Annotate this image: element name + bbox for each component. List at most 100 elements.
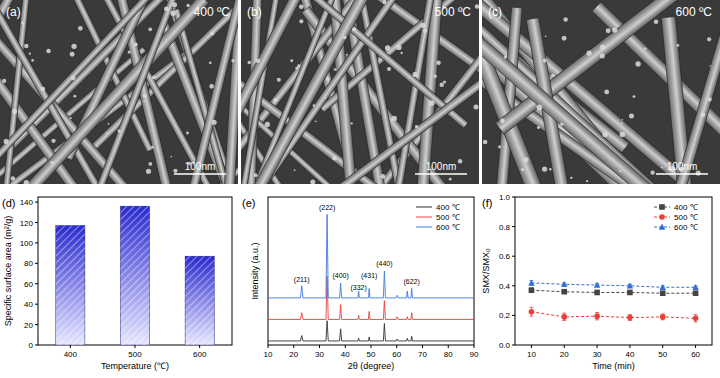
y-axis-label: Specific surface area (m²/g) <box>3 216 13 327</box>
particle <box>143 100 145 102</box>
particle <box>170 156 172 158</box>
y-tick-label: 0.6 <box>499 252 511 261</box>
annotation: (431) <box>361 272 377 280</box>
particle <box>294 169 296 171</box>
scale-bar-label: 100nm <box>185 161 216 172</box>
marker <box>693 290 699 296</box>
particle <box>600 45 605 50</box>
particle <box>629 113 634 118</box>
particle <box>458 159 462 163</box>
caption: 600 ºC <box>676 5 713 19</box>
particle <box>51 139 55 143</box>
x-tick <box>371 345 372 348</box>
y-tick <box>512 315 515 316</box>
x-tick <box>70 345 71 348</box>
marker <box>627 315 633 321</box>
particle <box>268 105 270 107</box>
particle <box>265 122 270 127</box>
plot-frame <box>38 197 232 345</box>
annotation: (622) <box>404 278 420 286</box>
error-bar <box>529 307 533 316</box>
particle <box>11 176 15 180</box>
particle <box>107 123 109 125</box>
fiber <box>658 0 720 184</box>
particle <box>351 122 353 124</box>
x-tick-label: 80 <box>444 350 453 359</box>
particle <box>560 123 563 126</box>
y-tick <box>35 304 38 305</box>
marker <box>659 204 665 210</box>
error-bar <box>661 314 665 320</box>
marker <box>659 224 665 230</box>
y-tick <box>512 345 515 346</box>
x-tick <box>448 345 449 348</box>
particle <box>622 119 624 121</box>
error-bar <box>694 315 698 322</box>
legend-line <box>416 207 432 208</box>
x-tick <box>629 345 630 348</box>
y-tick <box>35 283 38 284</box>
error-bar <box>595 312 599 319</box>
fiber <box>182 0 238 184</box>
x-tick-label: 40 <box>625 350 634 359</box>
particle <box>209 84 214 89</box>
x-tick-label: 90 <box>470 350 479 359</box>
panel-label: (e) <box>242 197 255 209</box>
marker <box>528 279 534 285</box>
particle <box>654 19 659 24</box>
particle <box>29 53 31 55</box>
panel-label: (f) <box>482 197 492 209</box>
x-tick-label: 50 <box>658 350 667 359</box>
legend: 400 ℃500 ℃600 ℃ <box>416 203 460 232</box>
series-line <box>531 312 695 319</box>
legend-label: 600 ℃ <box>674 223 698 232</box>
particle <box>612 27 617 32</box>
particle <box>600 54 605 59</box>
x-tick <box>199 345 200 348</box>
y-tick <box>35 263 38 264</box>
particle <box>524 157 529 162</box>
plot-area <box>268 214 474 340</box>
particle <box>606 28 611 33</box>
particle <box>483 140 488 145</box>
particle <box>543 59 547 63</box>
particle <box>602 132 607 137</box>
particle <box>420 23 425 28</box>
particle <box>254 173 258 177</box>
particle <box>325 97 327 99</box>
particle <box>71 76 76 81</box>
particle <box>707 37 711 41</box>
particle <box>537 126 540 129</box>
sem-image <box>241 0 479 184</box>
fiber <box>241 0 397 184</box>
y-tick-label: 1.0 <box>499 193 511 202</box>
x-axis-label: Temperature (℃) <box>101 361 169 371</box>
x-tick-label: 40 <box>341 350 350 359</box>
scale-bar <box>415 173 467 175</box>
x-tick <box>135 345 136 348</box>
particle <box>604 90 609 95</box>
legend-label: 400 ℃ <box>674 203 698 212</box>
error-bar <box>529 288 533 292</box>
caption: 500 ºC <box>435 5 472 19</box>
marker <box>594 282 600 288</box>
particle <box>621 122 623 124</box>
x-tick-label: 600 <box>193 350 207 359</box>
y-tick-label: 0.4 <box>499 282 511 291</box>
marker <box>561 314 567 320</box>
particle <box>117 129 120 132</box>
particle <box>310 179 315 184</box>
particle <box>273 98 277 102</box>
particle <box>346 54 348 56</box>
particle <box>326 77 329 80</box>
legend-label: 500 ℃ <box>436 213 460 222</box>
particle <box>24 180 29 184</box>
marker <box>692 284 698 290</box>
particle <box>498 145 501 148</box>
particle <box>635 61 640 66</box>
particle <box>385 45 390 50</box>
series-line <box>531 290 695 293</box>
particle <box>400 52 402 54</box>
particle <box>50 161 53 164</box>
annotation: (332) <box>350 284 366 292</box>
